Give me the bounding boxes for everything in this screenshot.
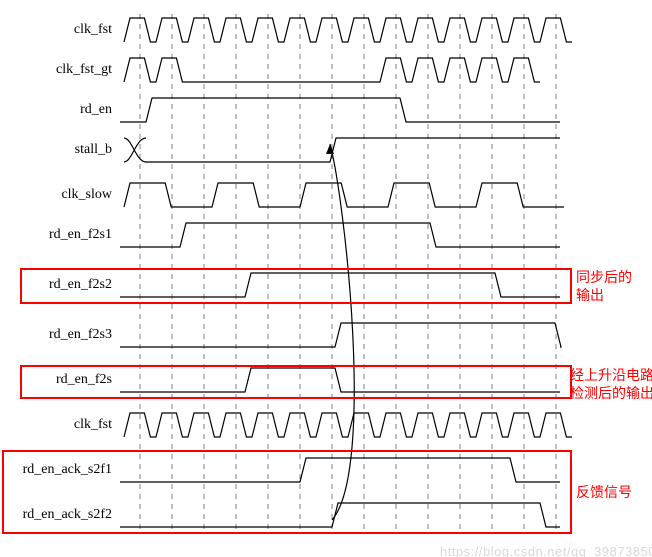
box-ack bbox=[2, 450, 572, 534]
label-rd_en_f2s3: rd_en_f2s3 bbox=[49, 327, 112, 343]
wave-rd_en_f2s3 bbox=[120, 323, 561, 347]
anno-sync-out: 同步后的输出 bbox=[576, 270, 632, 306]
label-clk_fst_gt: clk_fst_gt bbox=[56, 62, 112, 78]
box-f2s2 bbox=[20, 268, 572, 304]
wave-rd_en bbox=[120, 98, 560, 122]
label-clk_fst2: clk_fst bbox=[74, 417, 112, 433]
watermark: https://blog.csdn.net/qq_39873850 bbox=[440, 544, 652, 557]
wave-stall_b bbox=[124, 138, 560, 162]
anno-edge-out: 经上升沿电路检测后的输出 bbox=[570, 368, 652, 404]
label-rd_en_f2s1: rd_en_f2s1 bbox=[49, 227, 112, 243]
label-clk_slow: clk_slow bbox=[61, 187, 112, 203]
timing-diagram: { "canvas": { "w": 652, "h": 557 }, "lay… bbox=[0, 0, 652, 557]
wave-clk_fst2 bbox=[124, 413, 572, 437]
label-clk_fst: clk_fst bbox=[74, 22, 112, 38]
label-rd_en: rd_en bbox=[80, 102, 112, 118]
label-stall_b: stall_b bbox=[75, 142, 112, 158]
wave-clk_slow bbox=[124, 183, 564, 207]
anno-feedback: 反馈信号 bbox=[576, 485, 632, 503]
wave-rd_en_f2s1 bbox=[120, 223, 560, 247]
box-f2s bbox=[20, 365, 572, 399]
wave-clk_fst bbox=[124, 18, 572, 42]
